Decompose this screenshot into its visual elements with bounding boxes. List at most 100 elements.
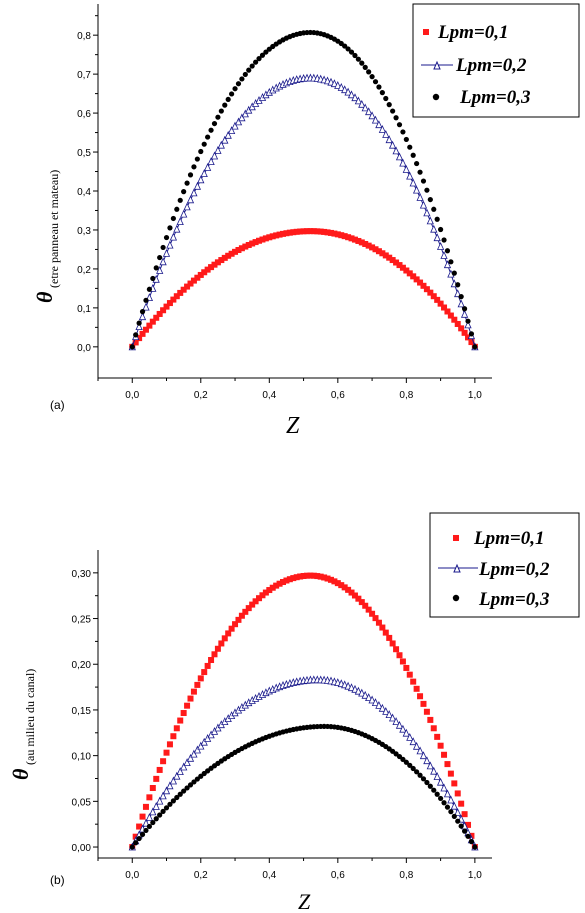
data-point [129, 844, 135, 850]
data-point [157, 812, 163, 818]
data-point [190, 749, 198, 758]
data-point [361, 690, 369, 699]
data-point [451, 813, 457, 819]
data-point [454, 320, 461, 327]
data-point [451, 270, 457, 276]
data-point [197, 271, 204, 278]
y-tick-label-b: 0,20 [72, 660, 92, 671]
y-tick-label-a: 0,6 [77, 109, 91, 120]
data-point [345, 46, 351, 52]
data-point [224, 130, 232, 139]
data-point [138, 312, 147, 321]
data-point [174, 206, 180, 212]
data-point [448, 809, 454, 815]
data-point [190, 277, 197, 284]
data-point [252, 239, 259, 246]
data-point [142, 818, 150, 827]
data-point [273, 232, 280, 239]
data-point [423, 208, 431, 217]
x-tick-label-a: 0,8 [399, 390, 413, 401]
data-point [225, 630, 232, 637]
data-point [334, 231, 341, 238]
x-tick-label-a: 0,0 [125, 390, 139, 401]
data-point [290, 575, 297, 582]
data-point [395, 152, 404, 161]
data-point [344, 87, 352, 96]
data-point [153, 775, 160, 782]
data-point [133, 332, 139, 338]
data-point [351, 236, 358, 243]
data-point [347, 683, 356, 692]
x-tick-label-a: 0,4 [262, 390, 276, 401]
y-tick-label-a: 0,4 [77, 187, 91, 198]
data-point [403, 267, 410, 274]
data-point [170, 733, 177, 740]
data-point [232, 621, 239, 628]
data-point [176, 767, 184, 775]
legend-b-label-3: Lpm=0,3 [478, 589, 549, 610]
y-tick-label-a: 0,2 [77, 265, 91, 276]
data-point [262, 589, 269, 596]
legend-a-label-2: Lpm=0,2 [455, 55, 527, 76]
data-point [293, 574, 300, 581]
data-point [139, 831, 146, 838]
data-point [221, 635, 228, 642]
data-point [354, 686, 363, 695]
data-point [184, 283, 191, 290]
data-point [465, 821, 472, 828]
data-point [369, 610, 376, 617]
data-point [385, 135, 393, 144]
data-point [245, 605, 252, 612]
data-point [447, 312, 454, 319]
data-point [245, 241, 252, 248]
data-point [234, 117, 243, 126]
data-point [266, 234, 273, 241]
data-point [252, 598, 259, 605]
data-point [412, 185, 421, 194]
data-point [191, 164, 197, 170]
panel-a: 0,0 0,2 0,4 0,6 0,8 1,0 0,0 0,1 0,2 0,3 0,4 0,5 0,6 0… [32, 3, 580, 439]
y-tick-label-b: 0,00 [72, 843, 92, 854]
data-point [286, 229, 293, 236]
data-point [396, 122, 403, 128]
data-point [156, 310, 163, 317]
data-point [455, 282, 461, 288]
data-point [472, 344, 478, 350]
data-point [177, 289, 184, 296]
data-point [187, 695, 194, 702]
data-point [383, 95, 389, 102]
data-point [314, 573, 321, 580]
data-point [153, 816, 159, 822]
data-point [352, 52, 358, 59]
x-tick-label-b: 0,4 [262, 870, 276, 881]
data-point [447, 770, 454, 777]
data-point [433, 233, 441, 242]
data-point [430, 725, 437, 732]
data-point [327, 576, 334, 583]
data-point [266, 587, 273, 594]
data-point [423, 286, 430, 293]
data-point [232, 86, 238, 92]
data-point [246, 67, 252, 73]
data-point [187, 280, 194, 287]
data-point [146, 286, 152, 292]
data-point [372, 246, 379, 253]
data-point [231, 121, 239, 130]
data-point [290, 229, 297, 236]
data-point [187, 172, 194, 178]
data-point [393, 646, 400, 653]
data-point [436, 777, 445, 786]
data-point [379, 624, 386, 631]
plot-area-b: 0,0 0,2 0,4 0,6 0,8 1,0 0,00 0,05 0,10 0,15 0,20 0,… [72, 550, 492, 881]
data-point [417, 279, 424, 286]
data-point [307, 572, 314, 579]
data-point [214, 259, 221, 266]
data-point [256, 237, 263, 244]
data-point [362, 240, 369, 247]
data-point [355, 237, 362, 244]
data-point [416, 193, 424, 201]
data-point [143, 297, 149, 303]
data-point [170, 798, 176, 804]
data-point [207, 157, 215, 165]
data-point [324, 229, 331, 236]
